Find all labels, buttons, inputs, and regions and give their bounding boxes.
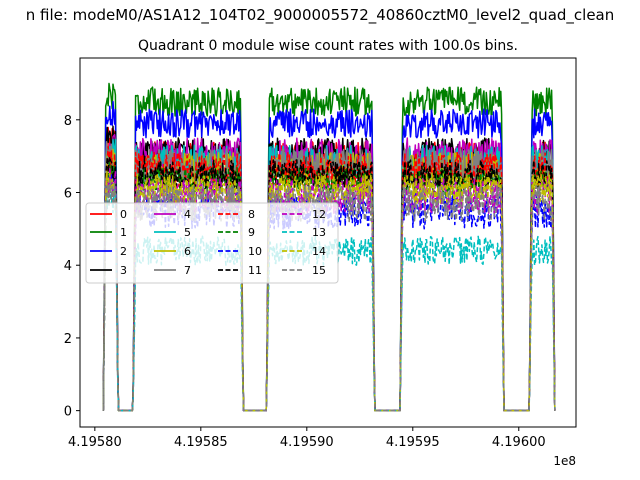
- y-tick-label: 8: [64, 114, 72, 129]
- legend-frame: [85, 202, 339, 284]
- legend-label-14: 14: [312, 245, 326, 258]
- legend-label-11: 11: [248, 264, 262, 277]
- y-tick-label: 6: [64, 187, 72, 202]
- series-line-11: [102, 156, 556, 412]
- figure-suptitle: n file: modeM0/AS1A12_104T02_9000005572_…: [26, 6, 615, 25]
- legend-label-2: 2: [120, 245, 127, 258]
- series-line-2: [102, 100, 556, 412]
- series-line-14: [102, 172, 556, 412]
- x-tick-label: 4.19600: [492, 435, 546, 450]
- legend-label-10: 10: [248, 245, 262, 258]
- x-offset-label: 1e8: [553, 454, 576, 468]
- x-tick-label: 4.19595: [386, 435, 440, 450]
- chart-title: Quadrant 0 module wise count rates with …: [138, 38, 518, 54]
- legend-label-6: 6: [184, 245, 191, 258]
- y-axis: 0 2 4 6 8: [64, 114, 80, 420]
- legend-label-12: 12: [312, 208, 326, 221]
- legend-label-7: 7: [184, 264, 191, 277]
- legend-label-9: 9: [248, 226, 255, 239]
- x-tick-label: 4.19580: [68, 435, 122, 450]
- legend-label-13: 13: [312, 226, 326, 239]
- legend-label-3: 3: [120, 264, 127, 277]
- series-line-1: [102, 82, 556, 412]
- plot-area: [79, 57, 577, 428]
- legend-label-1: 1: [120, 226, 127, 239]
- series-line-8: [102, 145, 556, 412]
- series-layer: [102, 82, 556, 412]
- legend-label-8: 8: [248, 208, 255, 221]
- x-axis: 4.19580 4.19585 4.19590 4.19595 4.19600: [68, 427, 546, 450]
- y-tick-label: 0: [64, 405, 72, 420]
- y-tick-label: 2: [64, 332, 72, 347]
- legend-label-0: 0: [120, 208, 127, 221]
- x-tick-label: 4.19590: [280, 435, 334, 450]
- legend-label-15: 15: [312, 264, 326, 277]
- x-tick-label: 4.19585: [174, 435, 228, 450]
- legend-label-4: 4: [184, 208, 191, 221]
- y-tick-label: 4: [64, 259, 72, 274]
- legend-label-5: 5: [184, 226, 191, 239]
